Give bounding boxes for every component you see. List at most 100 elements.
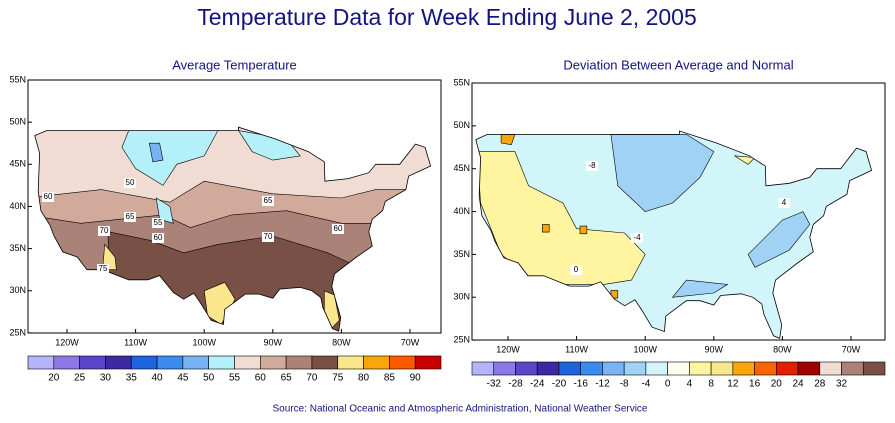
colorbar-box <box>234 355 261 370</box>
colorbar-label: 12 <box>727 379 739 390</box>
lat-label: 50N <box>453 120 470 130</box>
colorbar-label: -16 <box>573 379 588 390</box>
contour-label-bg <box>586 161 598 171</box>
contour-label-bg <box>152 233 164 243</box>
lat-label: 40N <box>453 206 470 216</box>
colorbar-label: 85 <box>384 373 396 384</box>
colorbar-label: 4 <box>687 379 693 390</box>
contour-label: 65 <box>126 212 135 221</box>
colorbar-label: 70 <box>306 373 318 384</box>
colorbar-label: 16 <box>749 379 761 390</box>
colorbar-label: 28 <box>814 379 826 390</box>
colorbar-box <box>182 355 209 370</box>
contour-region <box>541 224 550 233</box>
lon-label: 70W <box>401 337 420 347</box>
lon-label: 80W <box>332 337 351 347</box>
colorbar-box <box>285 355 313 370</box>
us-fill <box>475 131 872 339</box>
colorbar-label: -32 <box>487 379 502 390</box>
contour-region <box>747 211 811 268</box>
contour-label: 4 <box>782 198 787 207</box>
lat-label: 45N <box>453 163 470 173</box>
us-outline <box>34 126 432 332</box>
colorbar-box <box>414 355 442 370</box>
contour-region <box>734 155 756 165</box>
colorbar-box <box>667 361 690 376</box>
colorbar-label: 0 <box>665 379 671 390</box>
colorbar-box <box>710 361 734 376</box>
lat-label: 55N <box>9 74 26 84</box>
lon-label: 80W <box>773 344 792 354</box>
lat-label: 40N <box>9 201 26 211</box>
contour-label: 60 <box>44 192 53 201</box>
lon-label: 70W <box>842 344 861 354</box>
contour-label: 0 <box>574 265 579 274</box>
map-title: Deviation Between Average and Normal <box>563 57 793 72</box>
colorbar-box <box>337 355 364 370</box>
colorbar-box <box>311 355 339 370</box>
colorbar-box <box>515 361 538 376</box>
lon-label: 90W <box>264 337 283 347</box>
contour-label-bg <box>631 233 643 243</box>
colorbar-box <box>754 361 777 376</box>
colorbar-box <box>558 361 581 376</box>
contour-label-bg <box>262 196 274 206</box>
colorbar-label: 40 <box>152 373 164 384</box>
us-fill <box>34 127 431 332</box>
colorbar-label: 35 <box>126 373 138 384</box>
lat-label: 50N <box>9 117 26 127</box>
colorbar-label: 80 <box>358 373 370 384</box>
colorbar-label: -12 <box>595 379 610 390</box>
colorbar-label: 20 <box>48 373 60 384</box>
colorbar-box <box>471 361 495 376</box>
contour-region <box>671 279 729 298</box>
colorbar-box <box>208 355 235 370</box>
contour-label-bg <box>778 198 790 208</box>
contour-region <box>610 290 619 299</box>
page-title: Temperature Data for Week Ending June 2,… <box>197 4 697 30</box>
colorbar-box <box>819 361 842 376</box>
contour-region <box>107 231 431 332</box>
contour-label-bg <box>97 264 109 274</box>
contour-region <box>148 142 164 163</box>
contour-region <box>610 134 715 212</box>
contour-region <box>155 197 174 224</box>
colorbar-label: 32 <box>836 379 848 390</box>
contour-label-bg <box>332 224 344 234</box>
lat-label: 25N <box>453 334 470 344</box>
colorbar-box <box>27 355 55 370</box>
colorbar-box <box>79 355 106 370</box>
colorbar-label: 20 <box>771 379 783 390</box>
contour-label-bg <box>98 226 110 236</box>
lon-label: 100W <box>192 337 216 347</box>
colorbar-label: -4 <box>641 379 650 390</box>
colorbar-box <box>797 361 821 376</box>
contour-label: -8 <box>588 161 596 170</box>
contour-region <box>121 130 219 186</box>
colorbar-box <box>53 355 80 370</box>
contour-label-bg <box>124 212 136 222</box>
colorbar-label: 8 <box>708 379 714 390</box>
contour-label: 55 <box>154 218 163 227</box>
colorbar-label: 50 <box>203 373 215 384</box>
colorbar-label: 60 <box>255 373 267 384</box>
colorbar-box <box>363 355 390 370</box>
source: Source: National Oceanic and Atmospheric… <box>272 404 647 415</box>
contour-label: -4 <box>633 233 641 242</box>
contour-label-bg <box>570 265 582 275</box>
contour-region <box>102 243 117 271</box>
contour-region <box>476 151 646 285</box>
colorbar-box <box>536 361 560 376</box>
colorbar-box <box>105 355 132 370</box>
lon-label: 110W <box>124 337 147 347</box>
colorbar-box <box>645 361 668 376</box>
lat-label: 35N <box>9 243 26 253</box>
colorbar-box <box>130 355 158 370</box>
colorbar-box <box>260 355 287 370</box>
colorbar-label: 24 <box>792 379 804 390</box>
lon-label: 110W <box>565 344 588 354</box>
colorbar-label: 75 <box>332 373 344 384</box>
map <box>34 126 432 332</box>
colorbar-box <box>580 361 603 376</box>
colorbar-box <box>732 361 755 376</box>
